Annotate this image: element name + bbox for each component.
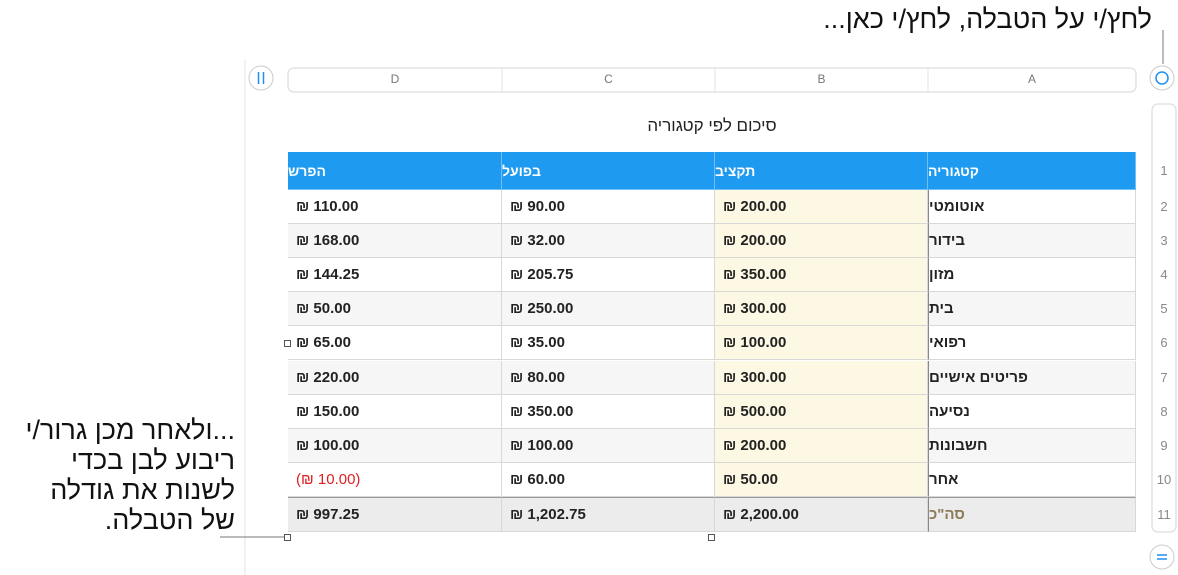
cell[interactable]: ₪ 100.00	[502, 428, 715, 463]
row-number[interactable]: 3	[1160, 233, 1168, 249]
cell[interactable]: ₪ 350.00	[715, 258, 928, 293]
row-number[interactable]: 6	[1160, 335, 1168, 351]
cell[interactable]: ₪ 200.00	[715, 428, 928, 463]
header-cell[interactable]: תקציב	[715, 152, 928, 190]
cell[interactable]: ₪ 350.00	[502, 394, 715, 429]
row-number[interactable]: 4	[1160, 267, 1168, 283]
table-title: סיכום לפי קטגוריה	[647, 116, 777, 135]
callout-top: לחץ/י על הטבלה, לחץ/י כאן...	[823, 4, 1152, 34]
cell[interactable]: ₪ 50.00	[288, 292, 502, 327]
icon	[1155, 71, 1169, 85]
cell[interactable]: נסיעה	[928, 394, 1136, 429]
row-number[interactable]: 11	[1157, 506, 1171, 522]
cell[interactable]: אוטומטי	[928, 190, 1136, 225]
column-letter[interactable]: B	[817, 72, 826, 86]
column-letter[interactable]: A	[1027, 72, 1036, 86]
cell[interactable]: סה"כ	[928, 497, 1136, 532]
cell[interactable]: אחר	[928, 462, 1136, 497]
cell[interactable]: ₪ 300.00	[715, 360, 928, 395]
header-cell[interactable]: בפועל	[502, 152, 715, 190]
cell[interactable]: בידור	[928, 224, 1136, 259]
cell[interactable]: (₪ 10.00)	[288, 462, 502, 497]
cell[interactable]: ₪ 90.00	[502, 190, 715, 225]
cell[interactable]: חשבונות	[928, 428, 1136, 463]
cell[interactable]: ₪ 500.00	[715, 394, 928, 429]
cell[interactable]: ₪ 997.25	[288, 497, 502, 532]
header-cell[interactable]: קטגוריה	[928, 152, 1136, 190]
row-number[interactable]: 5	[1160, 301, 1168, 317]
row-number[interactable]: 7	[1160, 369, 1168, 385]
resize-handle[interactable]	[284, 534, 291, 541]
cell[interactable]: מזון	[928, 258, 1136, 293]
row-number[interactable]: 9	[1160, 437, 1168, 453]
row-number[interactable]: 1	[1160, 163, 1168, 178]
select-table-button[interactable]	[1149, 65, 1175, 91]
cell[interactable]: ₪ 50.00	[715, 462, 928, 497]
cell[interactable]: ₪ 300.00	[715, 292, 928, 327]
column-letter[interactable]: D	[390, 72, 400, 86]
column-letter[interactable]: C	[604, 72, 613, 86]
row-number[interactable]: 10	[1156, 471, 1172, 487]
cell[interactable]: ₪ 100.00	[715, 326, 928, 361]
freeze-button[interactable]	[248, 65, 274, 91]
header-cell[interactable]: הפרש	[288, 152, 502, 190]
resize-handle[interactable]	[284, 340, 291, 347]
callout-line-text: של הטבלה.	[104, 505, 235, 535]
cell[interactable]: ₪ 100.00	[288, 428, 502, 463]
cell[interactable]: ₪ 35.00	[502, 326, 715, 361]
column-bar	[287, 67, 1137, 93]
add-row-button[interactable]	[1149, 544, 1175, 570]
cell[interactable]: ₪ 150.00	[288, 394, 502, 429]
cell[interactable]: ₪ 80.00	[502, 360, 715, 395]
cell[interactable]: ₪ 200.00	[715, 224, 928, 259]
cell[interactable]: רפואי	[928, 326, 1136, 361]
cell[interactable]: ₪ 168.00	[288, 224, 502, 259]
cell[interactable]: ₪ 2,200.00	[715, 497, 928, 532]
cell[interactable]: ₪ 250.00	[502, 292, 715, 327]
cell[interactable]: בית	[928, 292, 1136, 327]
cell[interactable]: ₪ 65.00	[288, 326, 502, 361]
resize-handle[interactable]	[708, 534, 715, 541]
callout-line-text: לשנות את גודלה	[50, 475, 235, 505]
callout-line-text: ...ולאחר מכן גרור/י	[25, 415, 235, 445]
row-bar	[1151, 103, 1177, 533]
callout-line-text: ריבוע לבן בכדי	[70, 445, 235, 475]
cell[interactable]: ₪ 60.00	[502, 462, 715, 497]
cell[interactable]: ₪ 110.00	[288, 190, 502, 225]
cell[interactable]: ₪ 205.75	[502, 258, 715, 293]
cell[interactable]: ₪ 144.25	[288, 258, 502, 293]
cell[interactable]: פריטים אישיים	[928, 360, 1136, 395]
row-number[interactable]: 2	[1160, 199, 1168, 215]
cell[interactable]: ₪ 1,202.75	[502, 497, 715, 532]
cell[interactable]: ₪ 32.00	[502, 224, 715, 259]
cell[interactable]: ₪ 220.00	[288, 360, 502, 395]
cell[interactable]: ₪ 200.00	[715, 190, 928, 225]
callout-bottom: ...ולאחר מכן גרור/י ריבוע לבן בכדי לשנות א…	[25, 415, 235, 535]
row-number[interactable]: 8	[1160, 403, 1168, 419]
